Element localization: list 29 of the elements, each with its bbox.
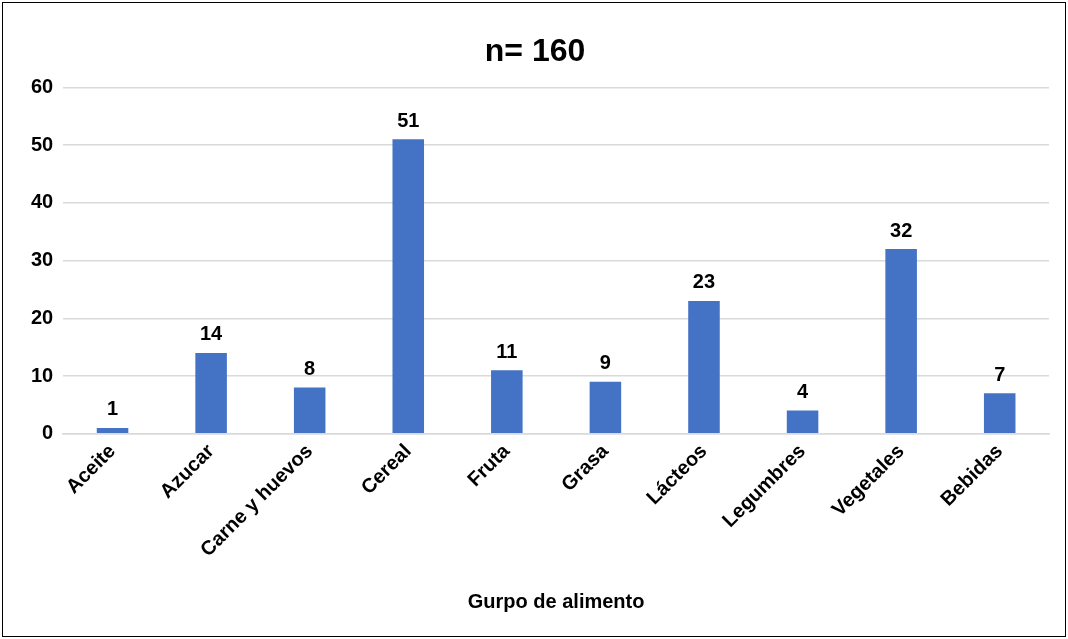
y-tick-label: 50 [31, 132, 54, 155]
y-tick-label: 30 [31, 248, 54, 271]
bar [688, 300, 720, 433]
data-label: 4 [797, 380, 809, 403]
data-label: 8 [304, 357, 316, 380]
data-label: 11 [496, 339, 518, 362]
x-axis-title: Gurpo de alimento [467, 589, 645, 612]
chart-title: n= 160 [484, 32, 586, 69]
data-label: 23 [692, 270, 716, 293]
y-tick-label: 40 [31, 190, 54, 213]
bar [195, 352, 227, 433]
bar [885, 249, 917, 433]
bar [983, 393, 1016, 433]
data-label: 32 [890, 218, 913, 241]
y-tick-label: 10 [31, 363, 54, 386]
data-label: 14 [199, 322, 224, 345]
bar [786, 410, 819, 433]
data-label: 9 [599, 351, 611, 374]
bar [293, 387, 326, 433]
bar [96, 427, 129, 433]
data-label: 1 [106, 397, 119, 420]
y-tick-label: 20 [31, 305, 54, 328]
bar [589, 381, 622, 433]
data-label: 7 [994, 362, 1006, 385]
bar [392, 139, 425, 433]
y-tick-label: 60 [31, 74, 54, 97]
data-label: 51 [397, 108, 420, 131]
y-tick-label: 0 [42, 421, 54, 444]
bar [491, 370, 523, 433]
